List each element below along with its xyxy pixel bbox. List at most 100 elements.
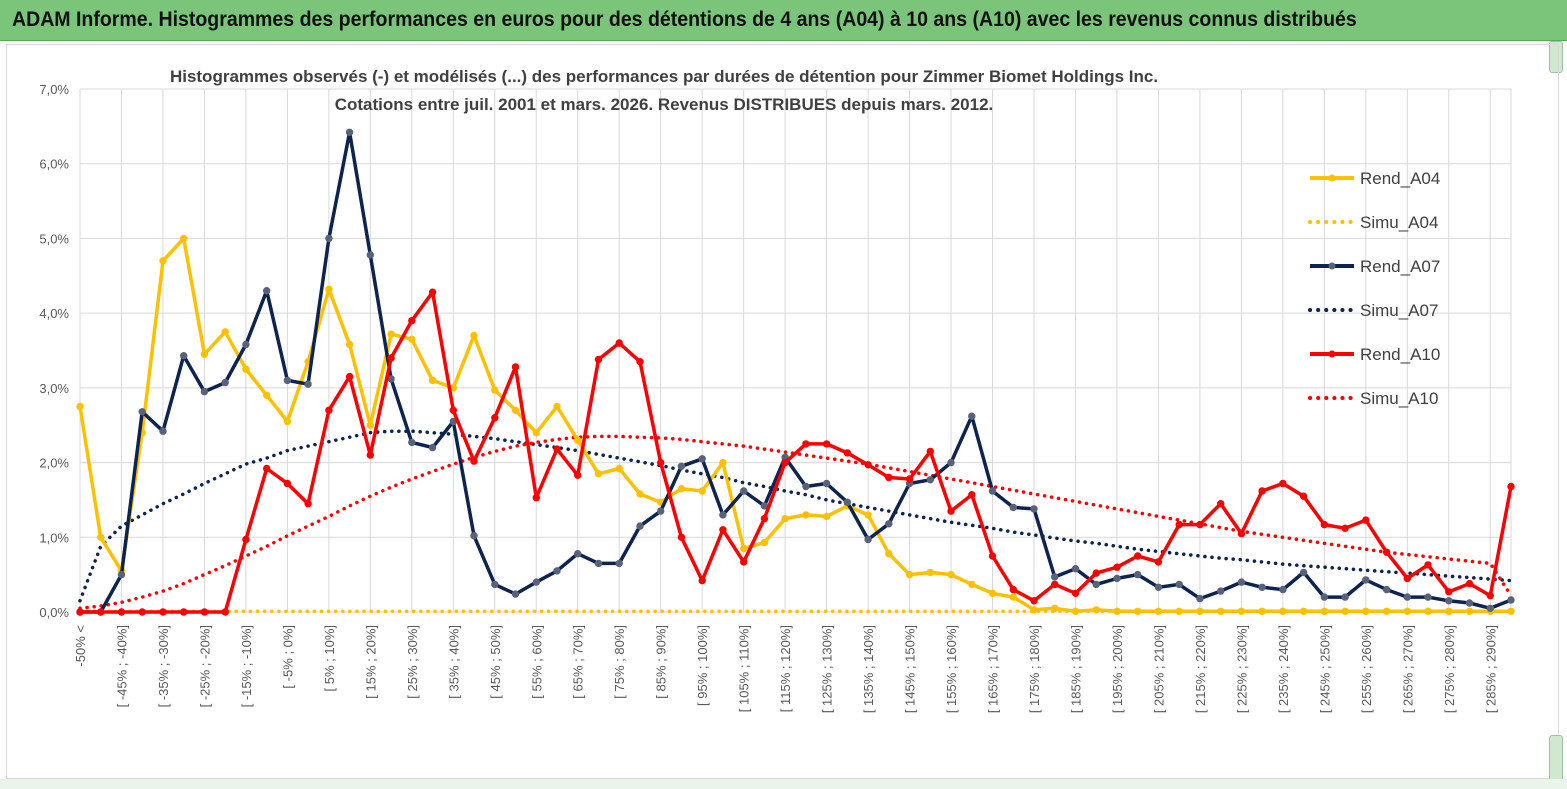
data-point-rend-a07 xyxy=(864,535,872,544)
data-point-rend-a10 xyxy=(657,458,665,467)
data-point-rend-a10 xyxy=(491,414,499,422)
data-point-rend-a04 xyxy=(1113,607,1121,615)
report-banner: ADAM Informe. Histogrammes des performan… xyxy=(0,0,1567,41)
data-point-rend-a07 xyxy=(117,570,126,579)
data-point-rend-a07 xyxy=(968,412,976,420)
data-point-rend-a07 xyxy=(221,378,229,387)
data-point-rend-a04 xyxy=(947,570,955,579)
legend-marker-rend-a07 xyxy=(1328,262,1336,270)
data-point-rend-a04 xyxy=(822,512,831,521)
data-point-rend-a10 xyxy=(97,608,105,616)
data-point-rend-a04 xyxy=(532,429,540,437)
y-tick-label: 6,0% xyxy=(39,157,69,172)
x-tick-label: [ -45% ; -40%] xyxy=(114,625,129,707)
data-point-rend-a04 xyxy=(283,417,292,426)
x-tick-label: [ 235% ; 240%] xyxy=(1276,625,1291,713)
data-point-rend-a10 xyxy=(553,445,561,453)
x-tick-label: [ 75% ; 80%] xyxy=(612,625,627,699)
data-point-rend-a10 xyxy=(1279,479,1287,488)
data-point-rend-a07 xyxy=(594,559,603,568)
x-tick-label: [ 105% ; 110%] xyxy=(737,625,752,712)
data-point-rend-a07 xyxy=(1403,593,1412,601)
data-point-rend-a04 xyxy=(926,568,934,577)
x-tick-label: [ 45% ; 50%] xyxy=(488,625,503,699)
x-tick-label: [ 95% ; 100%] xyxy=(695,625,710,706)
data-point-rend-a07 xyxy=(263,287,271,295)
data-point-rend-a07 xyxy=(1030,505,1038,513)
data-point-rend-a10 xyxy=(117,608,126,616)
data-point-rend-a10 xyxy=(968,491,976,499)
data-point-rend-a07 xyxy=(1217,587,1225,595)
data-point-rend-a04 xyxy=(221,328,229,336)
data-point-rend-a07 xyxy=(200,387,209,396)
data-point-rend-a07 xyxy=(325,234,333,243)
data-point-rend-a10 xyxy=(1051,580,1059,589)
legend-label-rend-a07: Rend_A07 xyxy=(1360,257,1440,276)
x-tick-label: [ 155% ; 160%] xyxy=(944,625,959,713)
x-tick-label: [ 125% ; 130%] xyxy=(820,625,835,713)
data-point-rend-a07 xyxy=(491,580,499,589)
data-point-rend-a04 xyxy=(988,589,997,597)
data-point-rend-a07 xyxy=(1486,604,1495,612)
data-point-rend-a07 xyxy=(822,479,831,488)
data-point-rend-a07 xyxy=(988,487,997,495)
data-point-rend-a10 xyxy=(1445,588,1453,596)
data-point-rend-a04 xyxy=(885,550,893,558)
data-point-rend-a07 xyxy=(1341,593,1349,601)
data-point-rend-a07 xyxy=(428,443,437,452)
x-tick-label: [ 145% ; 150%] xyxy=(903,625,918,713)
data-point-rend-a04 xyxy=(1362,607,1370,615)
series-line-rend-a04 xyxy=(78,236,1511,614)
data-point-rend-a10 xyxy=(242,535,250,544)
data-point-rend-a10 xyxy=(988,552,997,560)
data-point-rend-a04 xyxy=(1092,606,1100,614)
x-tick-label: [ -15% ; -10%] xyxy=(239,625,254,707)
data-point-rend-a04 xyxy=(968,580,976,589)
data-point-rend-a04 xyxy=(760,538,769,547)
data-point-rend-a07 xyxy=(926,476,934,484)
data-point-rend-a04 xyxy=(1071,607,1080,615)
x-tick-label: [ 5% ; 10%] xyxy=(322,625,337,691)
data-point-rend-a10 xyxy=(740,558,748,566)
x-tick-label: [ 195% ; 200%] xyxy=(1110,625,1125,713)
x-axis-ticks: -50% < [ -45% ; -40%] [ -35% ; -30%] [ -25%… xyxy=(73,625,1498,713)
data-point-rend-a07 xyxy=(1237,578,1246,586)
data-point-rend-a07 xyxy=(947,458,955,467)
x-tick-label: [ 185% ; 190%] xyxy=(1068,625,1083,713)
data-point-rend-a07 xyxy=(719,511,727,519)
x-tick-label: [ 55% ; 60%] xyxy=(529,625,544,699)
data-point-rend-a10 xyxy=(719,526,727,534)
series-line-simu-a10 xyxy=(78,434,1513,611)
data-point-rend-a10 xyxy=(1258,487,1266,495)
data-point-rend-a07 xyxy=(553,567,561,575)
data-point-rend-a07 xyxy=(1113,574,1121,583)
data-point-rend-a10 xyxy=(180,608,188,616)
data-point-rend-a10 xyxy=(1486,591,1495,600)
data-point-rend-a10 xyxy=(843,449,851,457)
scrollbar-handle-top[interactable] xyxy=(1549,41,1563,73)
x-tick-label: [ 35% ; 40%] xyxy=(446,625,461,699)
data-point-rend-a07 xyxy=(408,438,416,447)
data-point-rend-a04 xyxy=(740,544,748,553)
y-tick-label: 4,0% xyxy=(39,306,69,321)
data-point-rend-a10 xyxy=(221,608,229,616)
data-point-rend-a04 xyxy=(719,458,727,467)
y-tick-label: 7,0% xyxy=(39,82,69,97)
data-point-rend-a04 xyxy=(263,391,271,399)
data-point-rend-a10 xyxy=(1217,500,1225,508)
data-point-rend-a07 xyxy=(242,340,250,349)
data-point-rend-a04 xyxy=(1403,607,1412,615)
data-point-rend-a04 xyxy=(345,340,354,349)
data-point-rend-a07 xyxy=(1465,599,1474,607)
legend-marker-rend-a04 xyxy=(1328,174,1336,182)
data-point-rend-a10 xyxy=(594,355,603,364)
data-point-rend-a10 xyxy=(1154,558,1163,566)
data-point-rend-a07 xyxy=(470,532,478,540)
x-tick-label: [ 15% ; 20%] xyxy=(363,625,378,699)
data-point-rend-a10 xyxy=(1092,569,1100,577)
x-tick-label: [ 225% ; 230%] xyxy=(1234,625,1249,713)
y-tick-label: 2,0% xyxy=(39,456,69,471)
data-point-rend-a10 xyxy=(1175,520,1183,529)
data-point-rend-a10 xyxy=(822,440,831,448)
data-point-rend-a07 xyxy=(304,380,312,388)
